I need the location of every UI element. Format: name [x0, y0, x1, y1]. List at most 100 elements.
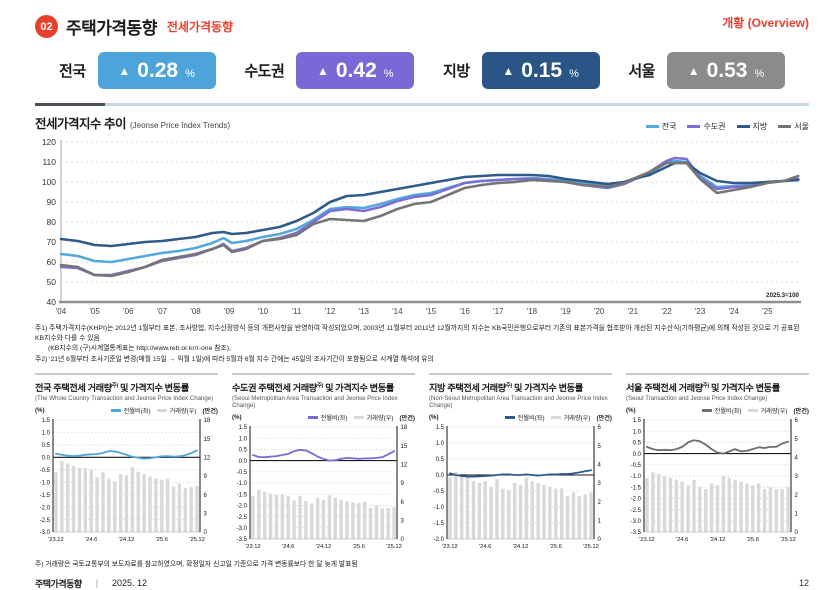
svg-text:4: 4 [598, 462, 602, 468]
svg-text:-3.0: -3.0 [631, 519, 642, 525]
svg-text:-1.5: -1.5 [40, 493, 51, 499]
divider-dark-segment [35, 103, 105, 106]
legend-item-mom-change: 전월비(좌) [701, 406, 742, 415]
panel-subtitle-en: (Seoul Metropolitan Area Transaction and… [232, 394, 398, 409]
svg-text:1.5: 1.5 [633, 418, 642, 424]
svg-text:1.0: 1.0 [42, 430, 51, 436]
panel-legend: (%) 전월비(좌) 거래량(우) (만건) [626, 406, 809, 415]
svg-text:0.0: 0.0 [633, 452, 642, 458]
svg-text:2: 2 [598, 500, 602, 506]
svg-text:'25.12: '25.12 [583, 544, 599, 550]
legend-label: 전국 [661, 122, 677, 131]
legend-label: 지방 [752, 122, 768, 131]
svg-text:-0.5: -0.5 [237, 470, 248, 476]
divider-light-segment [105, 103, 809, 106]
legend-item-provincial: 지방 [736, 121, 768, 132]
footnote-marker: 주) [505, 382, 513, 389]
svg-text:6: 6 [401, 500, 405, 506]
svg-text:-2.0: -2.0 [40, 505, 51, 511]
svg-text:5: 5 [598, 444, 602, 450]
stat-value: 0.15 [521, 59, 563, 82]
svg-text:'24.6: '24.6 [479, 544, 491, 550]
stat-value-box: ▲ 0.15 % [481, 52, 600, 89]
svg-text:0.5: 0.5 [436, 457, 445, 463]
main-chart-legend: 전국 수도권 지방 서울 [645, 121, 809, 132]
footnotes: 주1) 주택가격지수(KHPI)는 2012년 1월부터 표본, 조사방법, 지… [35, 324, 809, 365]
line-swatch [645, 125, 659, 128]
svg-text:0: 0 [204, 530, 208, 536]
legend-item-volume: 거래량(우) [353, 413, 393, 422]
stat-value: 0.53 [706, 59, 748, 82]
stat-unit: % [569, 67, 579, 80]
svg-text:'25.12: '25.12 [386, 544, 402, 550]
footer-date: 2025. 12 [112, 578, 148, 589]
main-chart-subtitle-en: (Jeonse Price Index Trends) [129, 121, 231, 130]
svg-text:-1.0: -1.0 [434, 505, 445, 511]
svg-text:'13: '13 [359, 307, 370, 316]
svg-text:1.5: 1.5 [239, 425, 248, 431]
up-arrow-icon: ▲ [687, 63, 700, 78]
stat-label: 서울 [628, 63, 655, 80]
svg-text:'24.12: '24.12 [316, 544, 332, 550]
svg-text:'04: '04 [56, 307, 67, 316]
line-swatch [736, 125, 750, 128]
line-swatch [110, 409, 121, 412]
svg-text:'22: '22 [661, 307, 672, 316]
left-axis-unit: (%) [35, 406, 45, 414]
overview-label: 개황 (Overview) [722, 16, 809, 30]
svg-text:-1.5: -1.5 [237, 492, 248, 498]
svg-text:9: 9 [204, 474, 208, 480]
bar-swatch [550, 416, 561, 419]
stat-value: 0.42 [335, 59, 377, 82]
panel-nationwide: 전국 주택전세 거래량주) 및 가격지수 변동률 (The Whole Coun… [35, 372, 218, 553]
svg-text:15: 15 [401, 444, 408, 450]
svg-text:0.0: 0.0 [436, 473, 445, 479]
svg-text:18: 18 [204, 418, 211, 424]
left-axis-unit: (%) [626, 406, 636, 414]
svg-text:'24.6: '24.6 [85, 537, 97, 543]
svg-text:'05: '05 [89, 307, 100, 316]
legend-item-mom-change: 전월비(좌) [110, 406, 151, 415]
panel-provincial: 지방 주택전세 거래량주) 및 가격지수 변동률 (Non-Seoul Metr… [429, 372, 612, 553]
left-axis-unit: (%) [232, 413, 242, 421]
stat-nationwide: 전국 ▲ 0.28 % [59, 52, 216, 89]
svg-text:'23.12: '23.12 [48, 537, 64, 543]
svg-text:'23: '23 [695, 307, 706, 316]
svg-text:0.0: 0.0 [42, 455, 51, 461]
footnote-marker: 주) [111, 382, 119, 389]
main-chart-header: 전세가격지수 추이 (Jeonse Price Index Trends) 전국… [35, 113, 809, 132]
line-swatch [701, 409, 712, 412]
provincial-transaction-chart: 1.5 1.0 0.5 0.0 -0.5 -1.0 -1.5 -2.0 6 5 4 3 2 1 0 '23.1… [434, 425, 602, 550]
svg-text:0.5: 0.5 [633, 440, 642, 446]
panel-title: 전국 주택전세 거래량주) 및 가격지수 변동률 [35, 382, 189, 393]
stat-seoul: 서울 ▲ 0.53 % [628, 52, 785, 89]
svg-text:0.5: 0.5 [239, 447, 248, 453]
svg-text:'25.12: '25.12 [780, 537, 796, 543]
panel-legend: (%) 전월비(좌) 거래량(우) (만건) [35, 406, 218, 415]
svg-text:6: 6 [204, 493, 208, 499]
seoul-transaction-chart: 1.5 1.0 0.5 0.0 -0.5 -1.0 -1.5 -2.0 -2.5 -3.0 -3.5… [631, 418, 799, 543]
svg-text:0: 0 [598, 537, 602, 543]
svg-text:'10: '10 [258, 307, 269, 316]
page-header: 02 주택가격동향 전세가격동향 개황 (Overview) [35, 14, 809, 39]
page-title: 주택가격동향 [66, 19, 157, 38]
svg-text:-1.5: -1.5 [434, 521, 445, 527]
bar-swatch [353, 416, 364, 419]
svg-text:'18: '18 [527, 307, 538, 316]
svg-text:'25.6: '25.6 [353, 544, 365, 550]
svg-text:'19: '19 [560, 307, 571, 316]
stat-metropolitan: 수도권 ▲ 0.42 % [244, 52, 415, 89]
svg-text:2: 2 [795, 493, 799, 499]
panel-legend: (%) 전월비(좌) 거래량(우) (만건) [232, 413, 415, 422]
panel-metropolitan: 수도권 주택전세 거래량주) 및 가격지수 변동률 (Seoul Metropo… [232, 372, 415, 553]
line-swatch [778, 125, 792, 128]
svg-text:-3.0: -3.0 [237, 526, 248, 532]
svg-text:70: 70 [47, 237, 57, 247]
svg-text:-2.0: -2.0 [237, 503, 248, 509]
svg-text:1.0: 1.0 [436, 441, 445, 447]
svg-text:'25.6: '25.6 [747, 537, 759, 543]
svg-text:'24.6: '24.6 [282, 544, 294, 550]
svg-text:'12: '12 [325, 307, 336, 316]
svg-text:'24.12: '24.12 [513, 544, 529, 550]
bar-swatch [156, 409, 167, 412]
